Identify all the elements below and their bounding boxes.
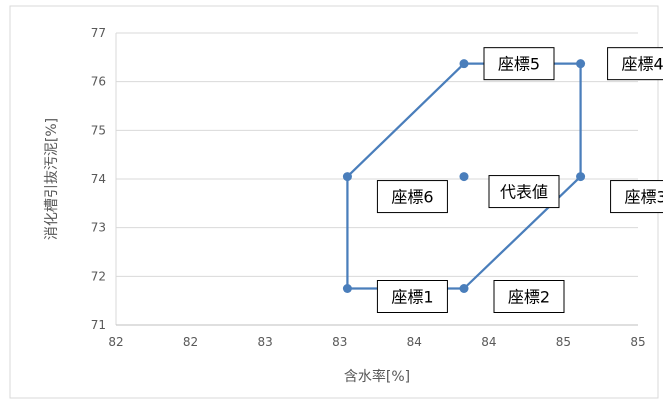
data-label-4: 座標4 [607,47,663,81]
data-label-text: 座標5 [498,55,540,74]
data-label-2: 座標2 [493,280,565,313]
data-point [459,59,469,69]
x-tick-label: 84 [481,335,496,349]
x-tick-label: 85 [630,335,645,349]
x-tick-label: 84 [407,335,422,349]
data-label-box [376,180,448,214]
data-label-box [607,47,663,81]
y-tick-label: 71 [91,318,106,332]
data-label-6: 座標6 [376,180,448,214]
data-label-3: 座標3 [610,180,663,214]
data-label-text: 座標2 [508,288,550,307]
y-tick-label: 76 [91,75,106,89]
x-tick-label: 85 [556,335,571,349]
data-label-box [483,47,555,81]
point-labels: 座標1 座標2 座標3 座標4 座標5 座標6 代表値 [376,47,663,313]
gridlines [116,32,638,277]
y-axis-title: 消化槽引抜汚泥[%] [44,118,60,240]
y-tick-label: 77 [91,26,106,40]
data-point [342,172,352,182]
y-tick-label: 74 [91,172,106,186]
y-tick-label: 75 [91,123,106,137]
data-point [459,284,469,293]
data-label-text: 座標1 [391,288,433,307]
data-label-box [493,280,565,313]
data-label-box [610,180,663,214]
data-label-text: 代表値 [500,183,548,202]
data-point [576,59,586,69]
data-label-box [488,175,560,209]
x-tick-label: 82 [108,335,123,349]
data-label-text: 座標6 [391,188,433,207]
x-tick-label: 83 [258,335,273,349]
data-label-text: 座標3 [624,188,663,207]
data-point [459,172,469,182]
y-tick-label: 72 [91,269,106,283]
data-point [342,284,352,293]
data-label-5: 座標5 [483,47,555,81]
y-tick-label: 73 [91,221,106,235]
data-label-box [376,280,448,313]
data-label-1: 座標1 [376,280,448,313]
x-axis-title: 含水率[%] [344,368,410,385]
data-label-7: 代表値 [488,175,560,209]
data-label-text: 座標4 [621,55,663,74]
data-point [576,172,586,182]
axes: 71 72 73 74 75 76 77 82 82 83 83 84 84 85 85 含水率[%] 消化槽引… [44,26,646,385]
x-tick-label: 82 [183,335,198,349]
x-tick-label: 83 [332,335,347,349]
series-layer [342,59,586,293]
